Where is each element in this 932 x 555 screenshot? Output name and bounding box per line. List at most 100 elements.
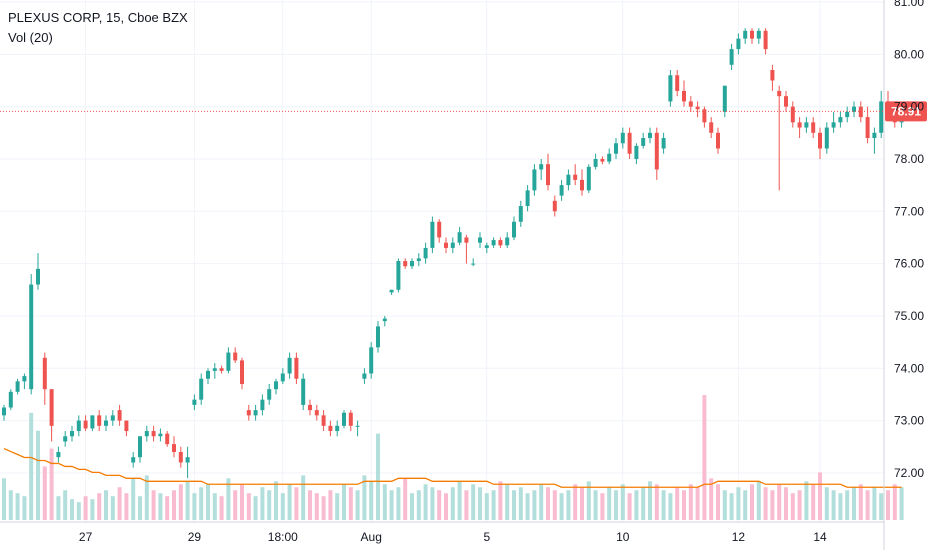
candle-body (763, 30, 768, 50)
candle-body (695, 106, 700, 110)
volume-bar (226, 478, 231, 520)
candle-body (539, 164, 544, 170)
price-tick-label: 78.00 (894, 152, 924, 166)
volume-bar (158, 493, 163, 520)
volume-bar (287, 484, 292, 520)
volume-ma-line (3, 447, 902, 488)
candle-body (620, 132, 625, 144)
volume-bar (886, 490, 890, 520)
candle-body (790, 106, 795, 123)
volume-bar (219, 496, 224, 520)
legend: PLEXUS CORP, 15, Cboe BZX Vol (20) (8, 8, 188, 48)
candle-body (634, 145, 639, 159)
volume-bar (206, 484, 210, 520)
volume-bar (518, 487, 523, 520)
volume-bar (410, 493, 414, 520)
volume-bar (151, 490, 156, 520)
volume-bar (165, 496, 170, 520)
volume-bar (444, 493, 448, 520)
volume-bar (784, 487, 788, 520)
volume-bar (627, 493, 632, 520)
candle-body (206, 370, 210, 379)
volume-bar (396, 487, 401, 520)
candle-body (600, 158, 605, 162)
volume-bar (552, 490, 557, 520)
candle-body (688, 101, 693, 107)
candle-body (641, 138, 646, 146)
candle-body (566, 174, 571, 186)
chart-title: PLEXUS CORP, 15, Cboe BZX (8, 10, 188, 25)
candle-body (648, 132, 652, 139)
volume-bar (899, 487, 904, 520)
volume-bar (172, 490, 176, 520)
volume-bar (879, 493, 884, 520)
candle-body (865, 117, 870, 139)
volume-bar (63, 490, 68, 520)
volume-bar (634, 490, 639, 520)
volume-bar (131, 478, 136, 520)
volume-bar (416, 490, 421, 520)
volume-bar (804, 481, 809, 520)
candle-body (117, 410, 122, 421)
volume-bar (892, 484, 897, 520)
volume-bar (750, 484, 754, 520)
volume-bar (294, 487, 299, 520)
candle-body (267, 389, 272, 400)
volume-bar (457, 481, 462, 520)
volume-bar (559, 493, 564, 520)
time-tick-label: 27 (79, 530, 93, 544)
candle-body (240, 360, 244, 384)
candle-body (151, 431, 156, 437)
candle-body (212, 368, 217, 371)
price-tick-label: 74.00 (894, 361, 924, 375)
volume-bar (117, 487, 122, 520)
volume-bar (539, 484, 544, 520)
candle-body (321, 415, 326, 426)
volume-bar (212, 493, 217, 520)
candle-body (348, 412, 353, 426)
candle-body (709, 122, 714, 133)
candle-body (702, 109, 707, 123)
volume-bar (192, 493, 197, 520)
candle-body (199, 378, 204, 400)
volume-bar (280, 493, 285, 520)
candle-body (144, 431, 149, 437)
price-tick-label: 77.00 (894, 204, 924, 218)
last-price-line: 78.91 (0, 101, 927, 122)
candle-body (172, 444, 176, 452)
candle-body (831, 122, 836, 128)
volume-bar (838, 493, 843, 520)
volume-bar (580, 487, 584, 520)
candle-body (131, 457, 136, 463)
volume-bar (104, 490, 108, 520)
volume-bar (362, 475, 367, 520)
volume-bar (22, 496, 27, 520)
volume-bar (246, 493, 251, 520)
candle-body (532, 169, 537, 191)
candle-body (777, 90, 782, 97)
candle-body (8, 391, 13, 408)
volume-bar (260, 487, 265, 520)
volume-bar (593, 490, 598, 520)
volume-bar (722, 490, 727, 520)
volume-bar (376, 433, 380, 520)
candle-body (410, 261, 414, 267)
candle-body (797, 122, 802, 128)
volume-bar (97, 493, 102, 520)
volume-bar (566, 490, 571, 520)
volume-bar (614, 490, 618, 520)
volume-bars (2, 395, 904, 520)
volume-bar (729, 493, 734, 520)
volume-bar (872, 487, 877, 520)
candle-body (253, 410, 258, 416)
candle-body (478, 237, 482, 243)
candle-body (811, 122, 816, 133)
volume-bar (484, 493, 489, 520)
candle-body (858, 106, 863, 118)
candle-body (328, 425, 333, 432)
time-tick-label: 10 (616, 530, 630, 544)
candle-body (675, 75, 680, 91)
candle-body (430, 221, 435, 248)
